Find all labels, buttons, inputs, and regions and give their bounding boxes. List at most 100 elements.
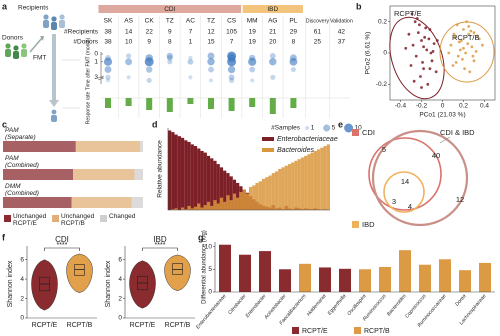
row-value: 42 bbox=[338, 29, 346, 36]
abundance-bar bbox=[310, 152, 314, 210]
scatter-point bbox=[420, 39, 423, 42]
abundance-bar bbox=[174, 134, 178, 210]
y-tick-label: 4 bbox=[20, 276, 24, 283]
scatter-point bbox=[474, 50, 478, 53]
size-legend-title: #Samples bbox=[271, 125, 301, 132]
abundance-bar bbox=[291, 162, 295, 210]
column-label: AG bbox=[268, 18, 277, 25]
abundance-bar bbox=[219, 197, 224, 210]
scatter-point bbox=[449, 43, 453, 47]
bar-segment bbox=[3, 197, 72, 208]
abundance-bar bbox=[226, 195, 230, 210]
sample-dot bbox=[126, 53, 132, 59]
scatter-point bbox=[416, 31, 420, 35]
legend-swatch bbox=[262, 148, 274, 152]
series-label: RCPT/B bbox=[452, 33, 480, 42]
sample-dot bbox=[187, 58, 194, 65]
scatter-point bbox=[427, 37, 431, 41]
scatter-point bbox=[456, 54, 460, 58]
scatter-point bbox=[477, 37, 481, 41]
scatter-point bbox=[414, 54, 418, 58]
fmt-arrow bbox=[29, 37, 43, 53]
sample-dot bbox=[207, 52, 215, 60]
abundance-bar bbox=[174, 208, 178, 210]
bar bbox=[239, 254, 251, 292]
abundance-bar bbox=[236, 182, 240, 210]
abundance-bar bbox=[213, 160, 217, 210]
bar-segment bbox=[3, 141, 76, 152]
x-tick-label: RCPT/E bbox=[130, 322, 156, 329]
abundance-bar bbox=[268, 175, 272, 210]
venn-count: 40 bbox=[432, 151, 440, 160]
response-bar bbox=[269, 98, 276, 114]
abundance-bar bbox=[304, 155, 308, 210]
scatter-point bbox=[404, 46, 408, 50]
column-label: TZ bbox=[207, 18, 215, 25]
group-bar bbox=[98, 5, 242, 13]
row-value: 38 bbox=[104, 29, 112, 36]
abundance-bar bbox=[297, 159, 301, 210]
bar-segment bbox=[131, 197, 143, 208]
abundance-bar bbox=[187, 141, 191, 210]
abundance-bar bbox=[245, 193, 249, 210]
venn-count: 3 bbox=[392, 197, 396, 206]
sample-dot bbox=[104, 66, 112, 74]
abundance-bar bbox=[206, 201, 211, 210]
group-bar bbox=[242, 5, 303, 13]
abundance-bar bbox=[249, 187, 253, 210]
response-bar bbox=[146, 98, 153, 110]
scatter-point bbox=[422, 67, 425, 71]
venn-set bbox=[383, 171, 425, 213]
abundance-bar bbox=[177, 136, 181, 210]
sample-dot bbox=[188, 75, 193, 80]
abundance-bar bbox=[219, 167, 224, 210]
scatter-point bbox=[464, 51, 467, 55]
bar bbox=[299, 263, 311, 292]
y-tick-label: 6 bbox=[118, 256, 122, 263]
significance-label: **** bbox=[155, 242, 166, 249]
y-tick-label: 3 bbox=[94, 74, 98, 81]
size-legend-dot bbox=[305, 125, 310, 131]
y-tick-label: 0 bbox=[20, 315, 24, 322]
abundance-bar bbox=[261, 178, 266, 210]
sample-dot bbox=[269, 58, 277, 66]
venn-set bbox=[368, 137, 442, 211]
scatter-point bbox=[462, 46, 465, 50]
row-value: 1 bbox=[189, 39, 193, 46]
scatter-point bbox=[407, 32, 411, 36]
scatter-point bbox=[419, 75, 422, 78]
violin-body bbox=[31, 259, 58, 311]
legend-swatch bbox=[100, 215, 107, 222]
legend-swatch bbox=[352, 221, 359, 228]
x-tick-label: RCPT/B bbox=[165, 322, 191, 329]
legend-label: RCPT/E bbox=[302, 328, 328, 335]
column-label: SK bbox=[104, 18, 113, 25]
scatter-point bbox=[452, 32, 456, 36]
plot-title: IBD bbox=[153, 235, 167, 244]
scatter-point bbox=[460, 39, 463, 42]
scatter-point bbox=[453, 35, 457, 39]
abundance-bar bbox=[203, 205, 207, 210]
panel-label: e bbox=[338, 119, 343, 129]
abundance-bar bbox=[313, 150, 318, 210]
plot-title: CDI bbox=[55, 235, 69, 244]
row-value: 38 bbox=[104, 39, 112, 46]
legend-label: Unchanged RCPT/E bbox=[13, 213, 47, 227]
scatter-point bbox=[423, 35, 427, 39]
fmt-schematic bbox=[5, 14, 80, 122]
abundance-bar bbox=[229, 200, 233, 210]
row-label: #Donors bbox=[73, 39, 98, 46]
y-tick-label: 2 bbox=[118, 295, 122, 302]
scatter-point bbox=[409, 64, 413, 67]
response-bar bbox=[208, 98, 214, 109]
row-value: 29 bbox=[290, 29, 298, 36]
scatter-point bbox=[468, 70, 472, 74]
sample-dot bbox=[208, 78, 214, 83]
abundance-bar bbox=[317, 149, 321, 210]
scatter-point bbox=[410, 12, 414, 16]
sample-dot bbox=[269, 53, 276, 59]
x-tick-label: -0.4 bbox=[395, 103, 407, 110]
scatter-point bbox=[461, 57, 464, 61]
abundance-bar bbox=[200, 207, 204, 210]
abundance-bar bbox=[229, 176, 233, 210]
